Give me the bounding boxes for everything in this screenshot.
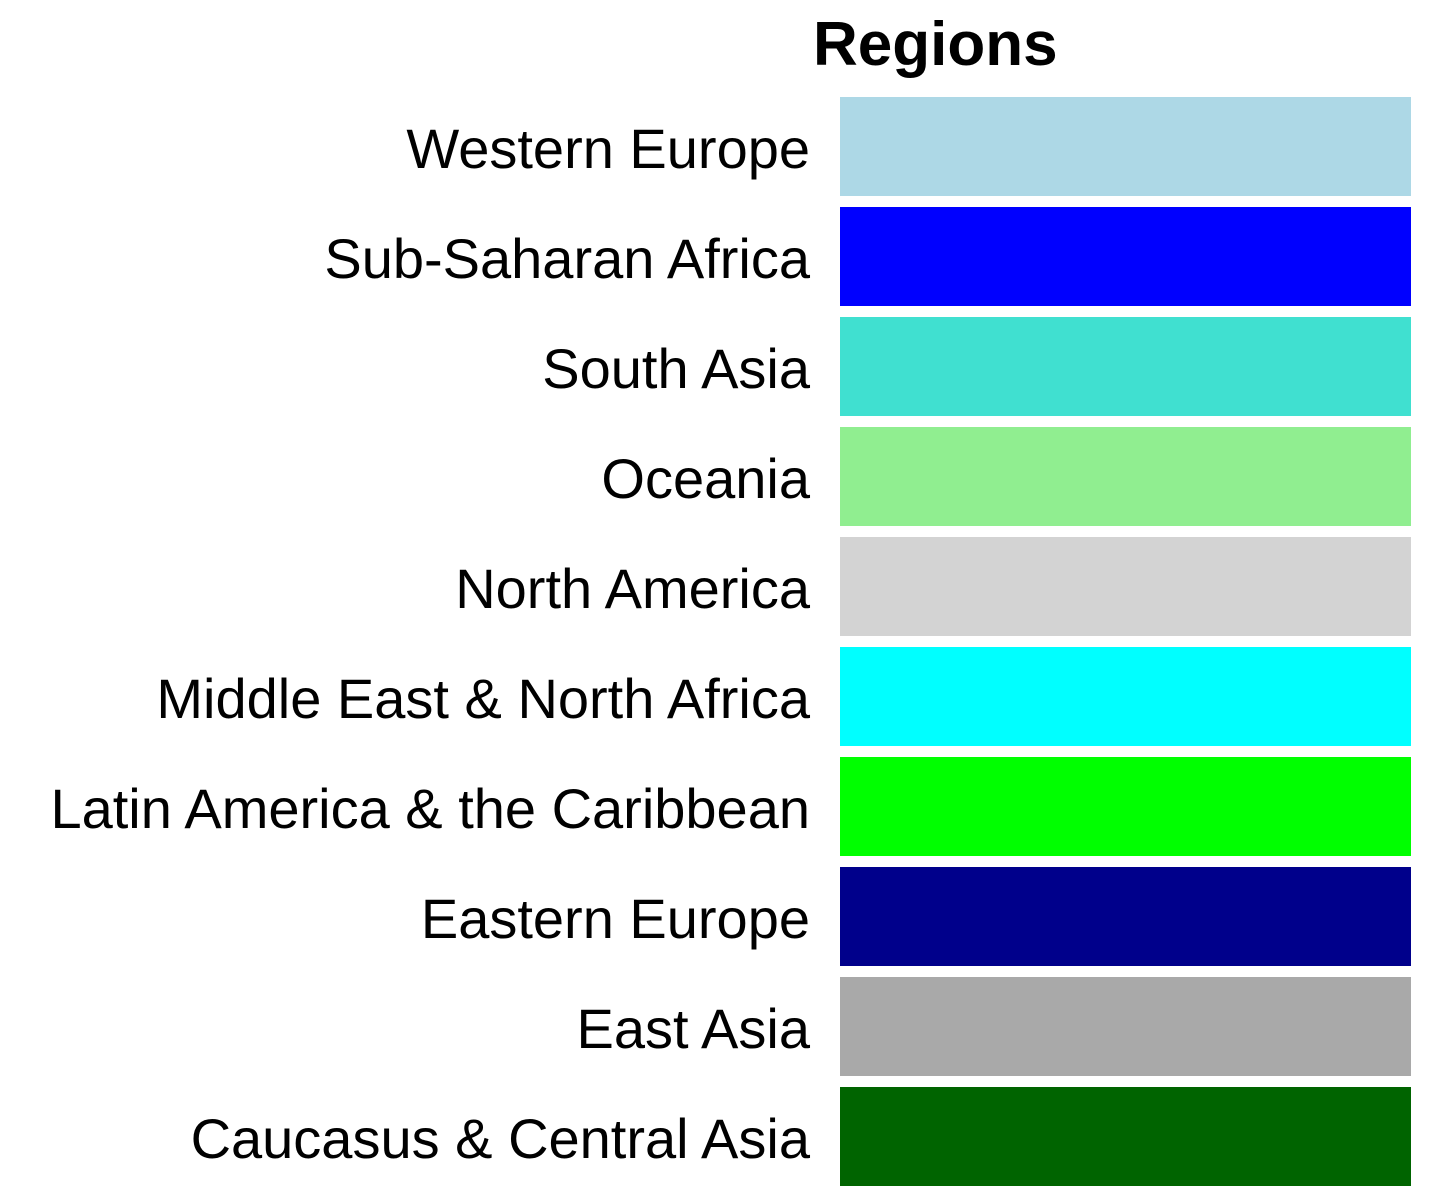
legend-label: Oceania (601, 447, 810, 510)
legend-entry: Latin America & the Caribbean (0, 757, 1440, 856)
legend-swatch (840, 867, 1411, 966)
legend-label: Eastern Europe (420, 887, 810, 950)
legend-swatch (840, 977, 1411, 1076)
legend-label: Caucasus & Central Asia (190, 1107, 810, 1170)
legend-label: Middle East & North Africa (156, 667, 810, 730)
legend-label: East Asia (576, 997, 810, 1060)
legend-swatch (840, 207, 1411, 306)
legend-label: South Asia (542, 337, 810, 400)
legend-entry: North America (0, 537, 1440, 636)
legend-swatch (840, 537, 1411, 636)
legend-entry: Middle East & North Africa (0, 647, 1440, 746)
legend-label: North America (455, 557, 810, 620)
legend-entry: Western Europe (0, 97, 1440, 196)
legend-swatch (840, 427, 1411, 526)
legend-entry: Caucasus & Central Asia (0, 1087, 1440, 1186)
legend-entries: Western Europe Sub-Saharan Africa South As… (0, 97, 1440, 1197)
legend-entry: East Asia (0, 977, 1440, 1076)
legend-swatch (840, 97, 1411, 196)
legend-swatch (840, 757, 1411, 856)
legend-entry: Sub-Saharan Africa (0, 207, 1440, 306)
legend-entry: Eastern Europe (0, 867, 1440, 966)
legend-label: Latin America & the Caribbean (50, 777, 810, 840)
legend-swatch (840, 1087, 1411, 1186)
legend-label: Sub-Saharan Africa (324, 227, 810, 290)
legend-entry: Oceania (0, 427, 1440, 526)
legend-swatch (840, 317, 1411, 416)
legend-swatch (840, 647, 1411, 746)
legend-entry: South Asia (0, 317, 1440, 416)
legend-label: Western Europe (406, 117, 810, 180)
legend-title: Regions (813, 10, 1058, 79)
